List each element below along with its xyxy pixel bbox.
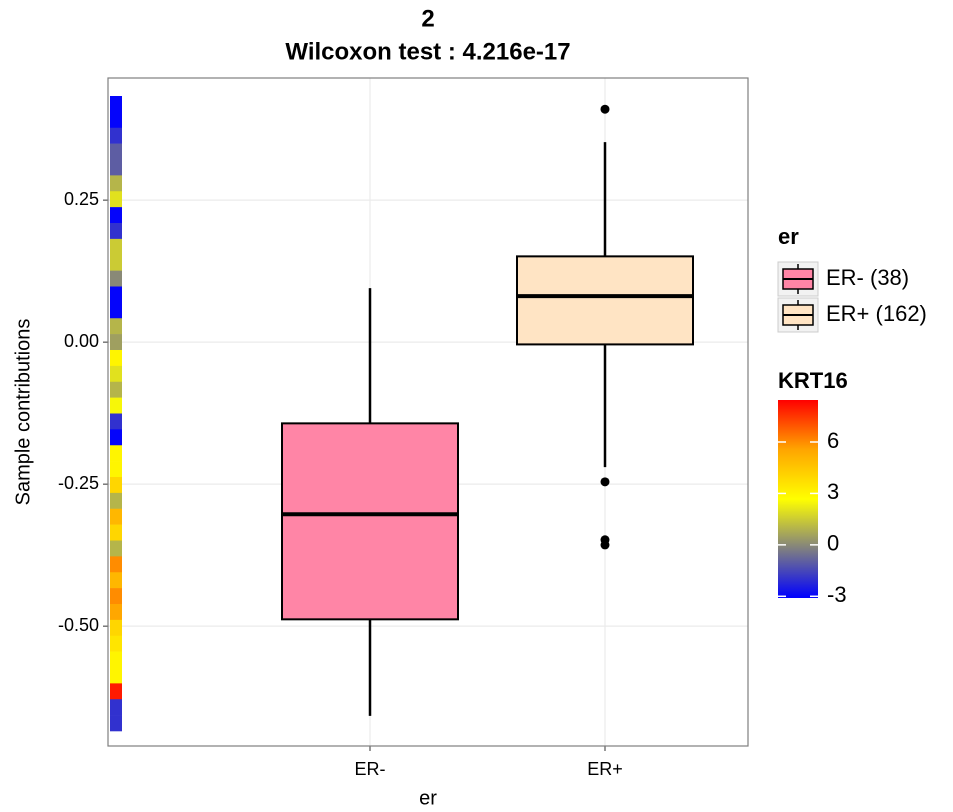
heatmap-cell: [110, 191, 122, 208]
heatmap-cell: [110, 207, 122, 224]
heatmap-cell: [110, 619, 122, 637]
heatmap-cell: [110, 556, 122, 573]
heatmap-cell: [110, 111, 122, 129]
outlier: [600, 477, 610, 487]
heatmap-cell: [110, 397, 122, 414]
heatmap-cell: [110, 365, 122, 383]
heatmap-cell: [110, 588, 122, 605]
heatmap-cell: [110, 508, 122, 525]
heatmap-cell: [110, 334, 122, 351]
heatmap-cell: [110, 635, 122, 652]
heatmap-cell: [110, 445, 122, 462]
heatmap-cell: [110, 572, 122, 589]
heatmap-cell: [110, 461, 122, 478]
legend-title: er: [778, 224, 799, 249]
y-tick-label: 0.25: [64, 189, 99, 209]
heatmap-cell: [110, 667, 122, 684]
heatmap-cell: [110, 429, 122, 446]
y-tick-label: -0.50: [58, 615, 99, 635]
y-tick-label: -0.25: [58, 473, 99, 493]
chart-subtitle: Wilcoxon test : 4.216e-17: [285, 38, 570, 65]
heatmap-cell: [110, 238, 122, 256]
x-axis-label: er: [419, 787, 437, 809]
heatmap-cell: [110, 143, 122, 160]
legend-label: ER- (38): [826, 265, 909, 290]
outlier: [600, 540, 610, 550]
colorbar-tick-label: 3: [827, 479, 839, 504]
heatmap-cell: [110, 413, 122, 430]
plot-border: [107, 77, 749, 747]
colorbar-title: KRT16: [778, 368, 848, 393]
plot-background: [108, 78, 748, 746]
colorbar-tick-label: -3: [827, 582, 847, 607]
heatmap-cell: [110, 604, 122, 621]
box: [516, 255, 694, 346]
heatmap-cell: [110, 175, 122, 192]
heatmap-cell: [110, 350, 122, 367]
heatmap-cell: [110, 127, 122, 144]
heatmap-cell: [110, 381, 122, 398]
heatmap-cell: [110, 286, 122, 303]
heatmap-cell: [110, 524, 122, 541]
heatmap-cell: [110, 302, 122, 319]
heatmap-cell: [110, 318, 122, 335]
colorbar-tick-label: 0: [827, 531, 839, 556]
colorbar-tick-label: 6: [827, 428, 839, 453]
heatmap-cell: [110, 651, 122, 668]
box: [281, 422, 459, 621]
heatmap-cell: [110, 492, 122, 510]
heatmap-cell: [110, 254, 122, 271]
x-tick-label: ER+: [587, 759, 623, 779]
chart-title: 2: [421, 5, 434, 32]
y-axis-label: Sample contributions: [12, 319, 34, 506]
x-tick-label: ER-: [355, 759, 386, 779]
heatmap-cell: [110, 223, 122, 240]
heatmap-cell: [110, 715, 122, 732]
heatmap-cell: [110, 477, 122, 494]
y-tick-label: 0.00: [64, 331, 99, 351]
heatmap-cell: [110, 540, 122, 557]
heatmap-cell: [110, 96, 122, 113]
colorbar: [778, 400, 818, 598]
heatmap-cell: [110, 159, 122, 176]
outlier: [600, 104, 610, 114]
heatmap-cell: [110, 683, 122, 700]
heatmap-cell: [110, 699, 122, 716]
legend-label: ER+ (162): [826, 301, 927, 326]
heatmap-cell: [110, 270, 122, 287]
